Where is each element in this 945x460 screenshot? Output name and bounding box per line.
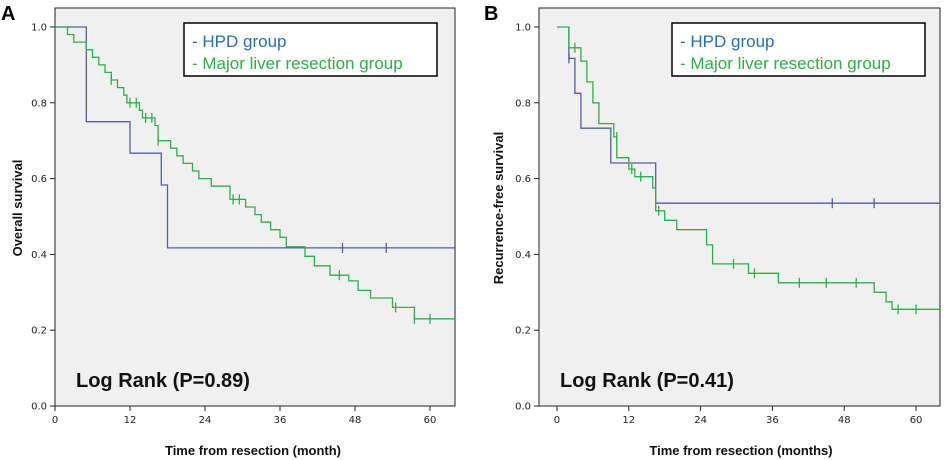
x-tick-label: 12 — [622, 415, 635, 426]
x-tick-label: 60 — [910, 415, 923, 426]
panel-b-ylabel: Recurrence-free survival — [491, 132, 506, 284]
panel-b-legend: - HPD group - Major liver resection grou… — [671, 22, 926, 77]
x-tick-label: 36 — [274, 415, 287, 426]
panel-a-x-axis: 0 12 24 36 48 60 — [52, 406, 437, 426]
x-tick-label: 0 — [52, 415, 58, 426]
y-tick-label: 0.8 — [515, 98, 531, 109]
series-line-hpd — [568, 27, 940, 204]
y-tick-label: 1.0 — [515, 22, 531, 33]
y-tick-label: 0.2 — [515, 326, 531, 337]
panel-b-label: B — [484, 3, 498, 25]
panel-a-legend: - HPD group - Major liver resection grou… — [183, 22, 438, 77]
panel-b-y-axis: 0.0 0.2 0.4 0.6 0.8 1.0 — [515, 22, 539, 413]
x-tick-label: 48 — [838, 415, 851, 426]
x-tick-label: 12 — [124, 415, 137, 426]
y-tick-label: 0.6 — [31, 174, 47, 185]
y-tick-label: 0.0 — [31, 402, 47, 413]
y-tick-label: 1.0 — [31, 22, 47, 33]
y-tick-label: 0.2 — [31, 326, 47, 337]
panel-a-log-rank: Log Rank (P=0.89) — [76, 370, 250, 392]
panel-a-legend-hpd: - HPD group — [192, 32, 286, 51]
y-tick-label: 0.4 — [515, 250, 531, 261]
panel-a-legend-box — [183, 22, 438, 77]
x-tick-label: 48 — [349, 415, 362, 426]
panel-a-ylabel: Overall survival — [10, 160, 25, 257]
panel-b-legend-box — [671, 22, 926, 77]
y-tick-label: 0.4 — [31, 250, 47, 261]
panel-a-label: A — [1, 3, 15, 25]
panel-a-y-axis: 0.0 0.2 0.4 0.6 0.8 1.0 — [31, 22, 55, 413]
series-line-major-liver-resection — [55, 26, 455, 320]
y-tick-label: 0.0 — [515, 402, 531, 413]
panel-a-series — [55, 26, 455, 324]
series-line-major-liver-resection — [557, 26, 940, 310]
y-tick-label: 0.6 — [515, 174, 531, 185]
x-tick-label: 24 — [694, 415, 707, 426]
panel-b-xlabel: Time from resection (months) — [649, 443, 832, 458]
panel-a: A 0.0 0.2 0.4 0.6 0.8 1.0 0 12 24 36 48 60 Overall… — [1, 3, 456, 458]
panel-b-legend-major: - Major liver resection group — [680, 54, 891, 73]
x-tick-label: 36 — [766, 415, 779, 426]
panel-b-legend-hpd: - HPD group — [680, 32, 774, 51]
panel-b-series — [557, 26, 940, 315]
x-tick-label: 24 — [199, 415, 212, 426]
panel-a-xlabel: Time from resection (month) — [165, 443, 341, 458]
x-tick-label: 60 — [424, 415, 437, 426]
panel-b-x-axis: 0 12 24 36 48 60 — [554, 406, 923, 426]
y-tick-label: 0.8 — [31, 98, 47, 109]
panel-b-log-rank: Log Rank (P=0.41) — [560, 370, 734, 392]
panel-b: B 0.0 0.2 0.4 0.6 0.8 1.0 0 12 24 36 48 60 Recurre… — [484, 3, 941, 458]
x-tick-label: 0 — [554, 415, 560, 426]
panel-a-legend-major: - Major liver resection group — [192, 54, 403, 73]
